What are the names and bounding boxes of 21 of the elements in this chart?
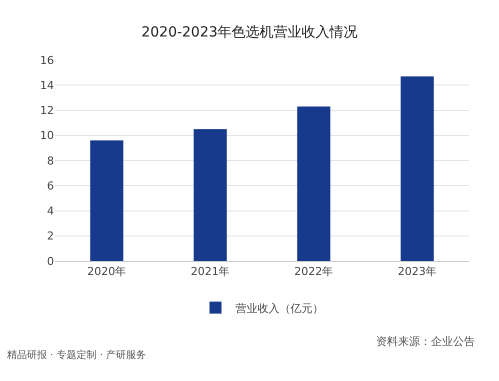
y-tick-label: 2: [47, 230, 54, 243]
text: 精品研报 · 专题定制 · 产研服务: [7, 349, 146, 361]
x-tick-label: 2020年: [87, 265, 126, 278]
bar: [297, 106, 330, 261]
y-tick-label: 14: [40, 78, 54, 92]
bar: [400, 76, 434, 261]
y-tick-label: 0: [47, 254, 54, 268]
y-tick-label: 6: [47, 179, 54, 192]
x-tick-label: 2021年: [190, 265, 230, 278]
y-tick-label: 12: [40, 104, 54, 118]
y-tick-label: 4: [47, 204, 54, 218]
bar: [194, 129, 227, 261]
y-tick-label: 8: [47, 154, 54, 168]
y-tick-label: 16: [40, 54, 54, 67]
y-tick-label: 10: [40, 129, 54, 142]
x-tick-label: 2022年: [294, 265, 334, 278]
chart-title: 2020-2023年色选机营业收入情况: [141, 24, 358, 40]
bar: [90, 140, 124, 261]
x-tick-label: 2023年: [398, 265, 437, 278]
text: 资料来源：企业公告: [376, 335, 475, 348]
legend-label: 营业收入（亿元）: [236, 302, 324, 315]
